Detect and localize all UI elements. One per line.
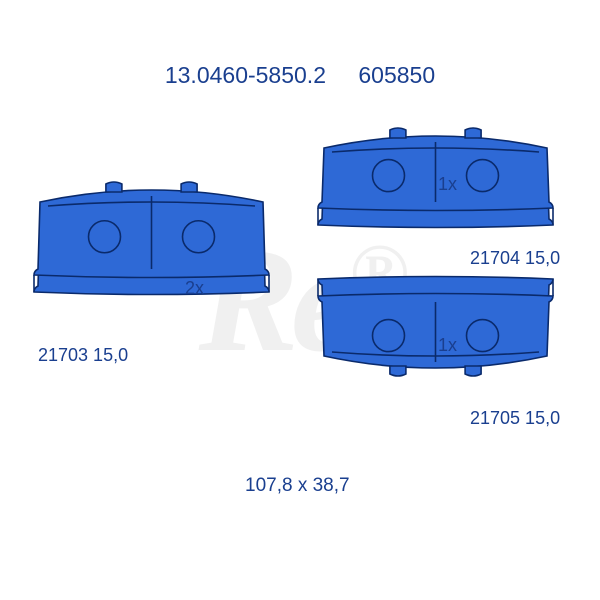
brake-pad-top-right [318, 128, 553, 228]
brake-pad-bottom-right [318, 277, 553, 377]
dimensions-text: 107,8 x 38,7 [245, 475, 350, 497]
pad-label-bottom-right: 21705 15,0 [470, 408, 560, 429]
pad-qty-left: 2x [185, 278, 204, 299]
diagram-canvas [0, 0, 600, 600]
pad-qty-top-right: 1x [438, 174, 457, 195]
brake-pad-left [34, 182, 269, 295]
pad-qty-bottom-right: 1x [438, 335, 457, 356]
pad-label-left: 21703 15,0 [38, 345, 128, 366]
pad-label-top-right: 21704 15,0 [470, 248, 560, 269]
